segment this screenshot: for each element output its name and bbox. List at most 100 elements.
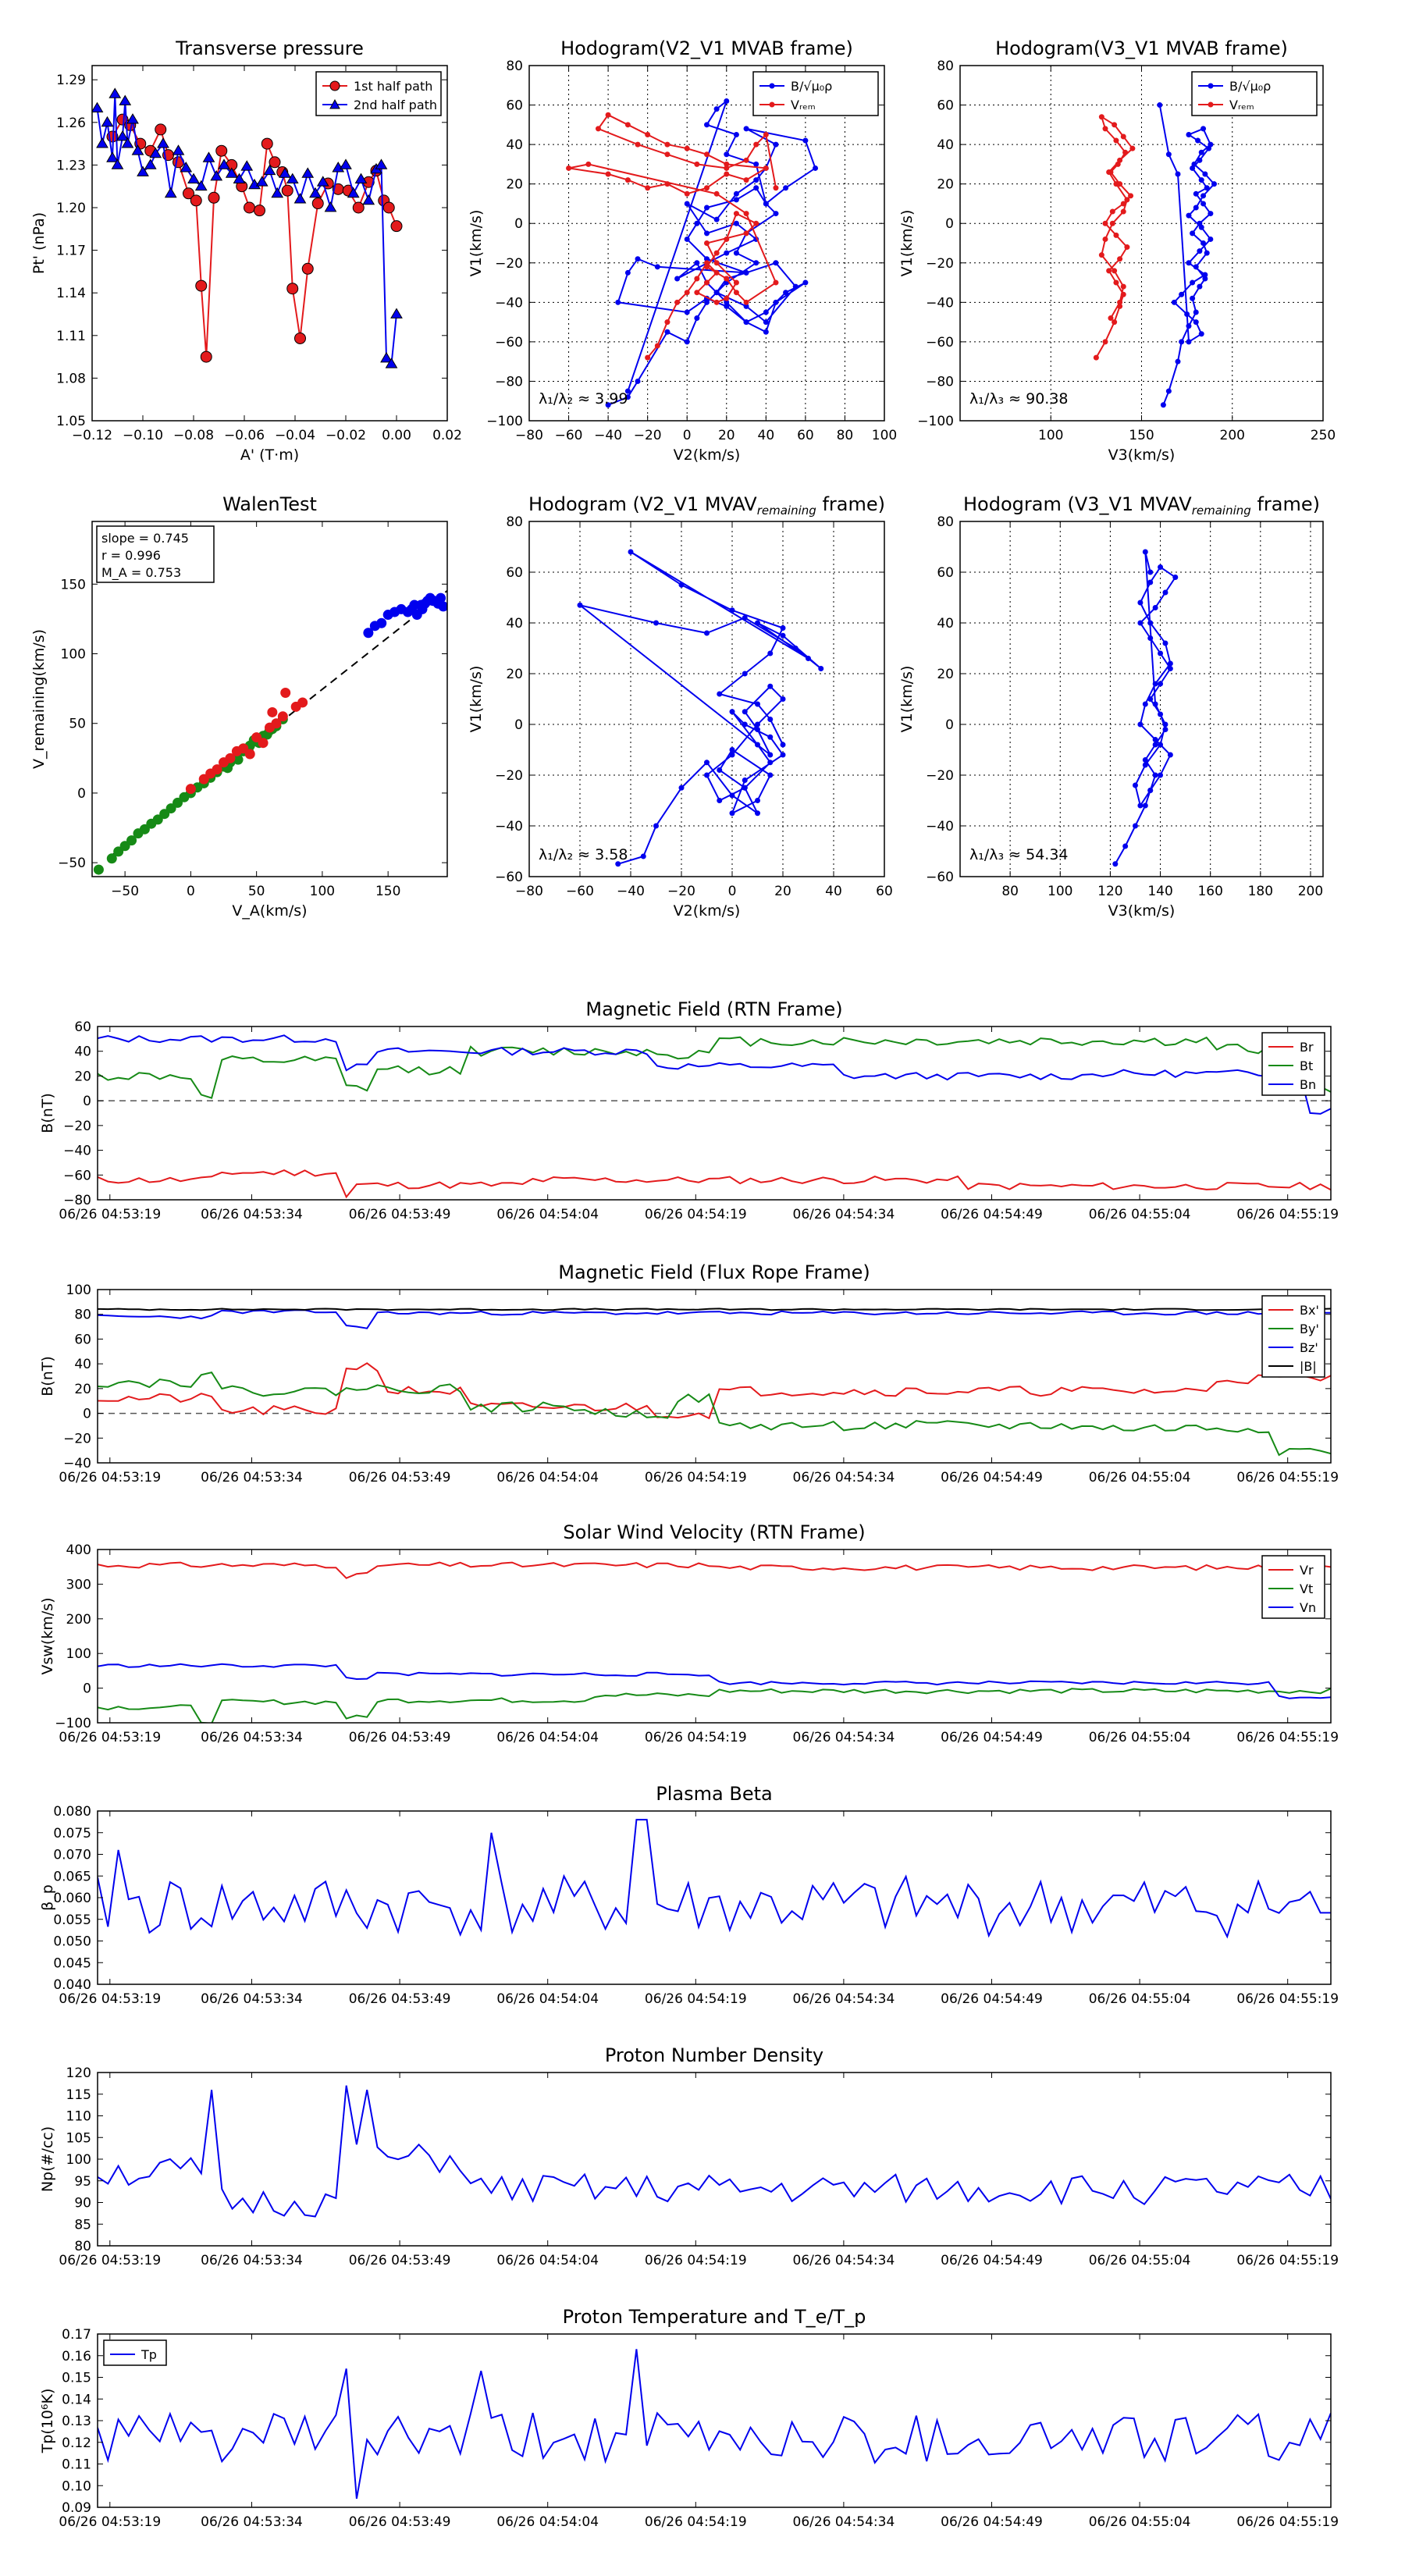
data-point [1200,240,1207,246]
data-point [1113,181,1119,187]
y-axis-label: B(nT) [39,1356,56,1397]
x-tick-label: 0 [187,884,195,899]
chart-c4: −80 −60 −40 −20 0 20 40 60−60−40−20020406080Hod… [468,493,893,920]
chart-c7: 06/26 04:53:19 06/26 04:53:34 06/26 04:53:… [39,1261,1339,1485]
data-point [1165,151,1172,158]
data-point [753,260,759,266]
chart-c0: −0.12 −0.10 −0.08 −0.06 −0.04 −0.02 0.00 0.02 1.… [30,37,462,464]
x-tick-label: −0.08 [173,428,214,443]
data-point [1208,141,1214,148]
y-tick-label: 0.065 [53,1869,91,1884]
series-B/√μ₀ρ [1157,102,1217,408]
data-point [763,319,769,326]
data-point [664,141,670,148]
data-point [121,137,134,148]
series-line [98,1034,1331,1115]
data-point [742,785,748,791]
data-point [116,130,129,141]
data-point [385,358,398,368]
x-tick-label: 06/26 04:54:19 [645,2514,747,2530]
data-point [1197,157,1203,163]
x-tick-label: −0.02 [325,428,366,443]
y-tick-label: −20 [63,1431,91,1446]
data-point [144,158,157,169]
x-axis-label: V3(km/s) [1108,902,1176,920]
y-tick-label: 80 [506,59,523,74]
data-point [215,144,228,157]
x-tick-label: 06/26 04:53:19 [59,1207,161,1222]
y-tick-label: 1.29 [56,73,86,88]
data-point [724,236,730,242]
data-point [1167,660,1173,667]
series-line [96,94,397,366]
data-point [126,113,139,124]
x-tick-label: 0 [683,428,692,443]
chart-c9: 06/26 04:53:19 06/26 04:53:34 06/26 04:53:… [39,1783,1339,2007]
data-point [753,141,759,148]
data-point [713,106,720,112]
data-point [1120,201,1126,207]
y-tick-label: 0.15 [62,2371,91,2386]
y-tick-label: 0 [945,216,954,232]
data-point [1167,666,1173,671]
data-point [674,299,681,305]
data-point [255,176,269,187]
y-tick-label: 1.11 [56,329,86,344]
x-tick-label: 06/26 04:54:04 [496,1991,599,2007]
y-axis-label: Pt' (nPa) [30,212,48,274]
y-tick-label: 1.17 [56,244,86,259]
data-point [1158,772,1164,778]
x-tick-label: 0.00 [382,428,411,443]
data-point [753,161,759,167]
x-tick-label: 06/26 04:53:49 [349,1730,451,1745]
x-tick-label: 06/26 04:55:19 [1236,1470,1339,1485]
y-tick-label: 60 [506,98,523,114]
data-point [628,549,634,555]
data-point [301,167,315,178]
x-tick-label: 06/26 04:53:19 [59,1470,161,1485]
legend-label: B/√μ₀ρ [1229,79,1271,94]
data-point [577,602,583,608]
series-2nd half path [92,87,403,368]
x-tick-label: 150 [1129,428,1154,443]
chart-c8: 06/26 04:53:19 06/26 04:53:34 06/26 04:53:… [39,1521,1339,1745]
x-tick-label: 06/26 04:53:34 [201,2514,303,2530]
data-point [806,656,811,661]
data-point [694,260,700,266]
data-point [742,777,748,783]
data-point [724,98,730,104]
data-point [1137,721,1144,728]
data-point [1117,303,1123,309]
data-point [1208,211,1214,217]
x-tick-label: 250 [1311,428,1336,443]
data-point [1193,205,1199,211]
x-axis-label: V3(km/s) [1108,447,1176,464]
y-tick-label: 20 [74,1069,91,1084]
y-tick-label: 0.10 [62,2478,91,2494]
x-tick-label: −40 [594,428,622,443]
data-point [1142,757,1148,763]
x-tick-label: −80 [515,884,543,899]
data-point [635,141,641,148]
data-point [713,269,720,276]
x-tick-label: −0.12 [72,428,112,443]
data-point [753,177,759,183]
y-tick-label: 50 [69,717,86,732]
x-tick-label: 06/26 04:54:34 [793,1991,895,2007]
x-tick-label: 06/26 04:53:49 [349,1470,451,1485]
chart-title: Transverse pressure [175,37,364,59]
y-tick-label: 0.075 [53,1826,91,1841]
data-point [780,696,786,702]
legend-marker [1208,83,1214,89]
y-tick-label: 80 [506,514,523,530]
data-point [678,582,685,588]
data-point [1109,220,1115,226]
x-tick-label: 06/26 04:54:34 [793,1730,895,1745]
x-tick-label: 20 [718,428,735,443]
x-tick-label: 100 [872,428,897,443]
y-axis-label: V1(km/s) [468,210,485,277]
y-axis-label: V1(km/s) [898,210,916,277]
data-point [1120,208,1126,215]
x-tick-label: 80 [1001,884,1019,899]
data-point [684,339,690,345]
